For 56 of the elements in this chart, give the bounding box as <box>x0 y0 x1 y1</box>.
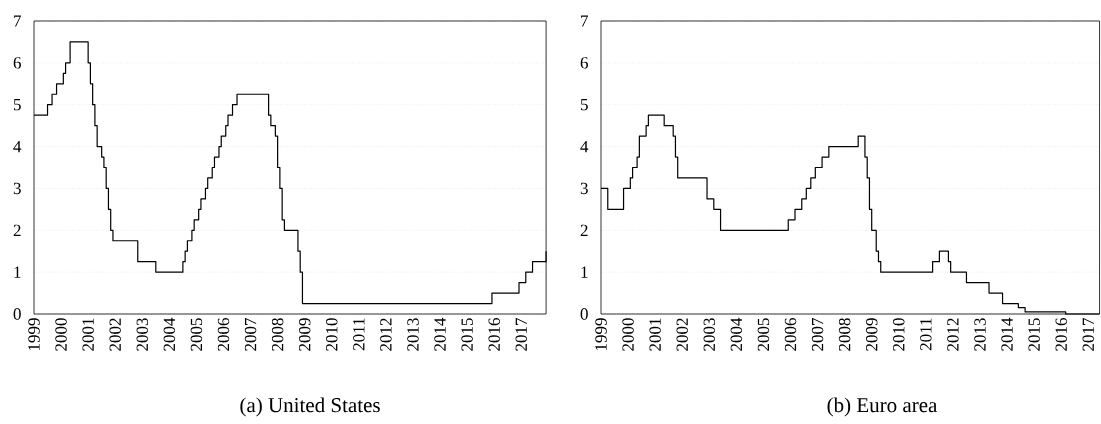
y-tick-label: 1 <box>14 266 21 278</box>
x-tick-label: 2001 <box>82 318 94 351</box>
y-tick-label: 7 <box>14 15 21 27</box>
x-tick-label: 2010 <box>326 318 338 351</box>
y-tick-label: 1 <box>581 266 588 278</box>
x-tick-label: 2013 <box>974 318 986 351</box>
y-tick-label: 6 <box>580 57 588 69</box>
x-tick-label: 2005 <box>190 318 203 351</box>
y-tick-label: 7 <box>581 15 588 27</box>
y-tick-label: 2 <box>13 224 21 236</box>
y-tick-label: 0 <box>580 308 588 320</box>
y-tick-label: 2 <box>580 224 588 236</box>
x-tick-label: 2009 <box>298 318 311 351</box>
x-tick-label: 2008 <box>271 318 284 351</box>
x-tick-label: 2015 <box>461 318 473 351</box>
y-tick-label: 5 <box>580 99 588 111</box>
x-tick-label: 2006 <box>217 318 230 351</box>
x-tick-label: 2017 <box>1082 318 1095 351</box>
x-tick-label: 2004 <box>730 317 743 351</box>
x-tick-label: 1999 <box>28 318 40 351</box>
x-tick-label: 2003 <box>136 318 149 351</box>
x-tick-label: 2008 <box>838 318 851 351</box>
x-tick-label: 2014 <box>1001 317 1013 351</box>
text: (a) United States <box>240 397 380 417</box>
x-tick-label: 2002 <box>109 318 121 351</box>
x-tick-label: 2016 <box>488 318 500 351</box>
x-tick-label: 2009 <box>865 318 878 351</box>
y-tick-label: 4 <box>580 140 589 153</box>
x-tick-label: 2005 <box>757 318 770 351</box>
x-tick-label: 2017 <box>515 318 527 351</box>
x-tick-label: 2007 <box>244 318 257 351</box>
y-tick-label: 3 <box>580 182 588 195</box>
x-tick-label: 2010 <box>893 318 905 351</box>
y-tick-label: 5 <box>13 99 21 111</box>
x-tick-label: 2000 <box>622 318 634 351</box>
y-tick-label: 4 <box>13 140 22 153</box>
x-tick-label: 2002 <box>676 318 688 351</box>
x-tick-label: 2003 <box>703 318 716 351</box>
x-tick-label: 2011 <box>353 318 365 351</box>
x-tick-label: 2006 <box>784 318 797 351</box>
x-tick-label: 2011 <box>920 318 932 351</box>
y-tick-label: 6 <box>13 57 21 69</box>
x-tick-label: 2016 <box>1055 318 1067 351</box>
x-tick-label: 2014 <box>434 317 446 351</box>
y-tick-label: 0 <box>13 308 21 320</box>
x-tick-label: 2004 <box>163 317 176 351</box>
x-tick-label: 2015 <box>1028 318 1040 351</box>
x-tick-label: 2012 <box>947 318 959 351</box>
x-tick-label: 2000 <box>55 318 67 351</box>
x-tick-label: 2001 <box>649 318 661 351</box>
x-tick-label: 2013 <box>407 318 419 351</box>
x-tick-label: 2007 <box>811 318 824 351</box>
y-tick-label: 3 <box>13 182 21 195</box>
x-tick-label: 1999 <box>595 318 607 351</box>
text: (b) Euro area <box>827 397 938 417</box>
x-tick-label: 2012 <box>380 318 392 351</box>
